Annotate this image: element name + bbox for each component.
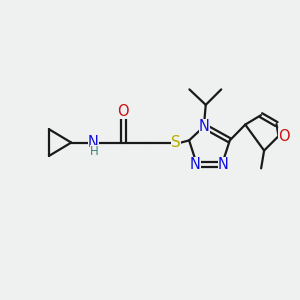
Text: H: H <box>90 145 98 158</box>
Text: N: N <box>218 157 229 172</box>
Text: N: N <box>190 157 201 172</box>
Text: N: N <box>199 119 210 134</box>
Text: N: N <box>88 135 99 150</box>
Text: O: O <box>117 104 129 119</box>
Text: O: O <box>278 129 290 144</box>
Text: S: S <box>171 135 181 150</box>
